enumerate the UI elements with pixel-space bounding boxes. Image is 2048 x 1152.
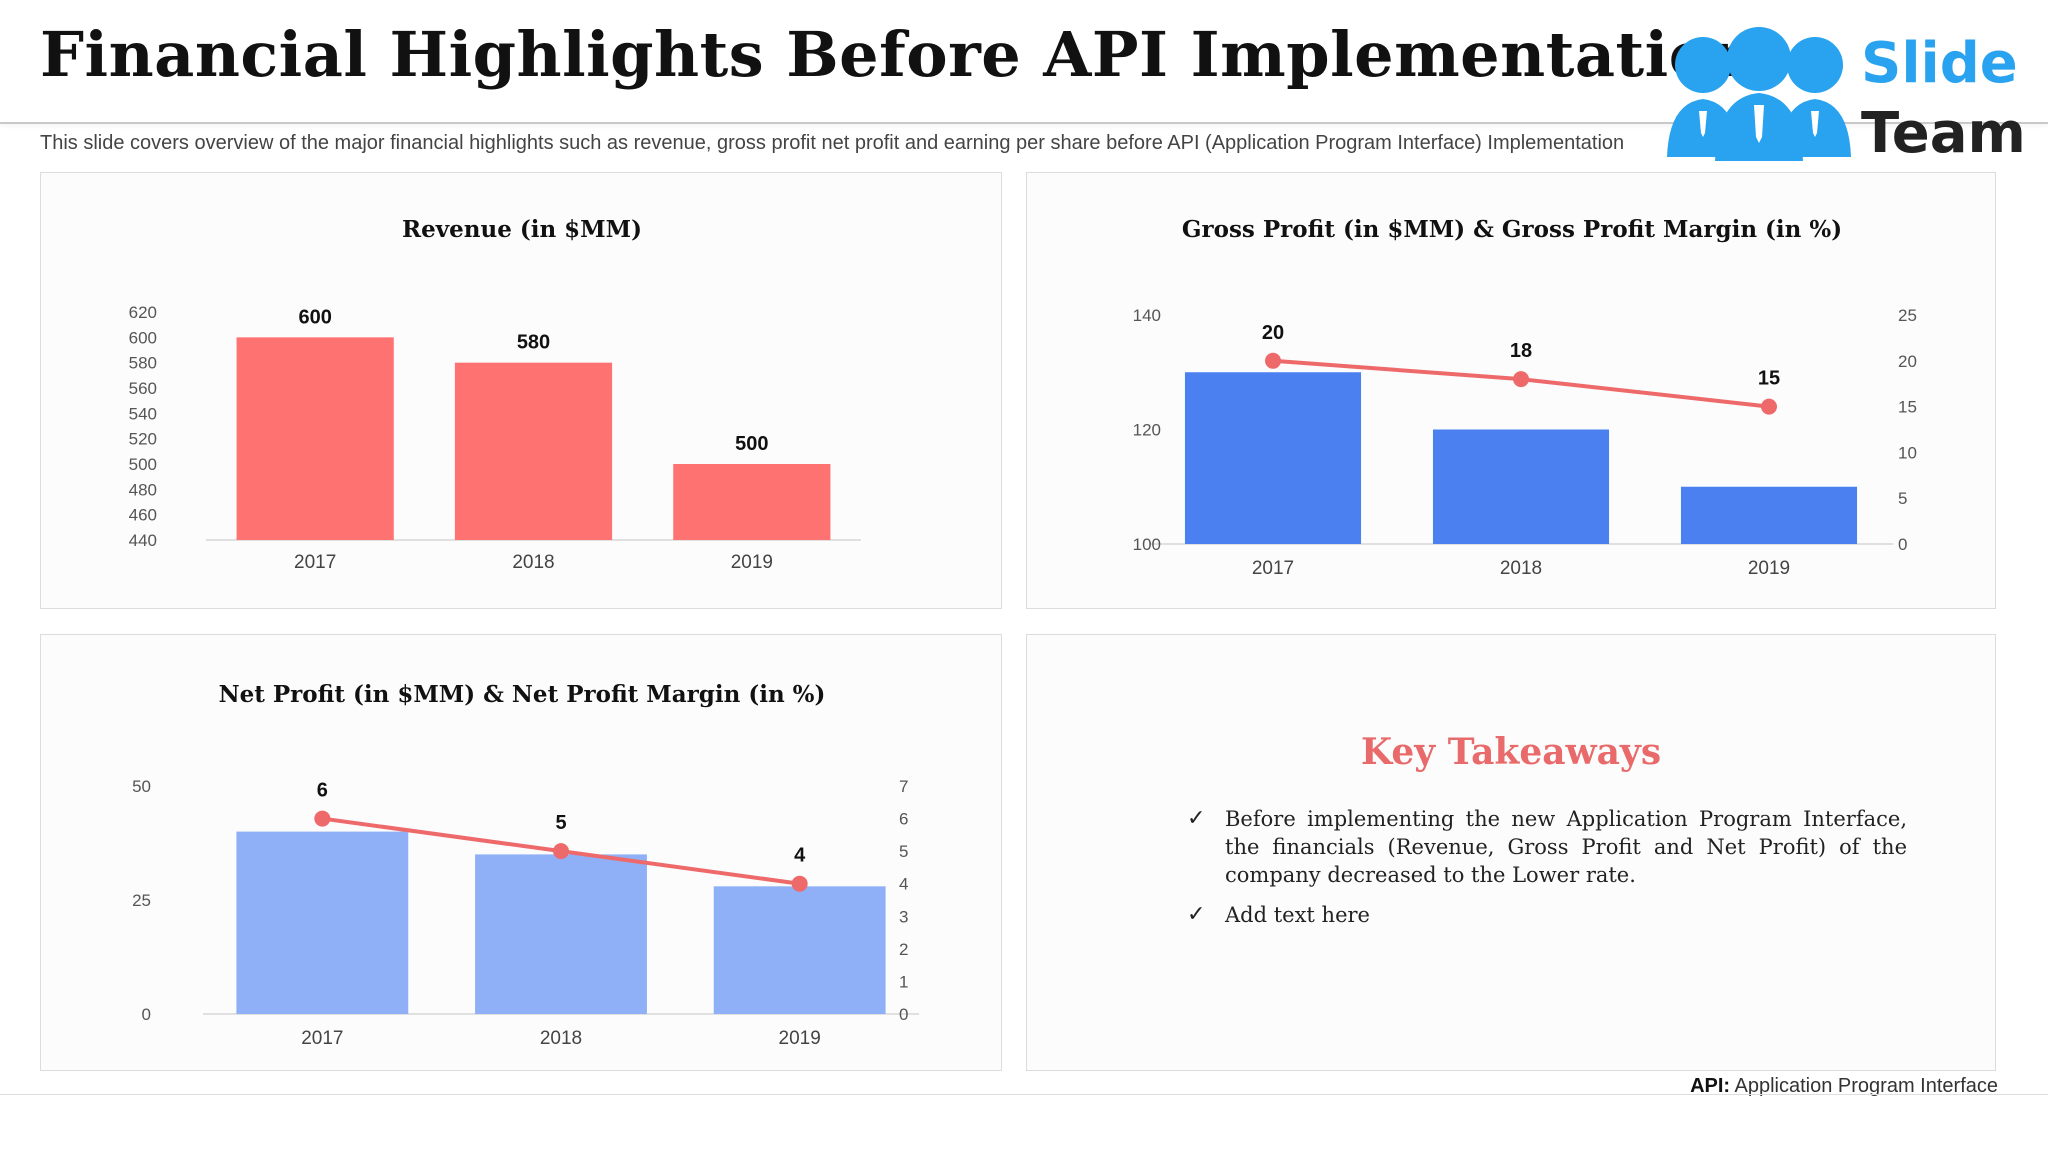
- footnote-text: Application Program Interface: [1734, 1075, 1998, 1097]
- bar: [673, 464, 831, 540]
- data-label: 5: [555, 812, 566, 834]
- gross-profit-chart: Gross Profit (in $MM) & Gross Profit Mar…: [1133, 216, 1917, 579]
- footnote-abbr: API:: [1690, 1075, 1731, 1097]
- key-takeaways-title: Key Takeaways: [1360, 731, 1662, 773]
- y2-tick-label: 7: [899, 777, 908, 796]
- bar: [236, 337, 394, 540]
- line-point: [314, 810, 331, 827]
- x-tick-label: 2019: [731, 552, 773, 573]
- y-tick-label: 500: [129, 455, 157, 474]
- line-point: [1761, 398, 1777, 415]
- net-profit-chart: Net Profit (in $MM) & Net Profit Margin …: [132, 681, 919, 1049]
- check-icon: ✓: [1187, 806, 1206, 831]
- data-label: 4: [794, 845, 806, 867]
- bar: [475, 854, 647, 1014]
- bottom-divider: [0, 1094, 2048, 1095]
- y-tick-label: 460: [129, 506, 157, 525]
- takeaway-text: Before implementing the new Application …: [1225, 807, 1907, 887]
- y2-tick-label: 25: [1898, 306, 1917, 325]
- gross-profit-chart-panel: Gross Profit (in $MM) & Gross Profit Mar…: [1026, 172, 1996, 609]
- title-divider: [0, 122, 2048, 124]
- takeaway-item: ✓ Add text here: [1187, 901, 1907, 929]
- line-point: [1265, 352, 1281, 369]
- x-tick-label: 2017: [1252, 558, 1294, 579]
- y-tick-label: 560: [129, 379, 157, 398]
- y2-tick-label: 1: [899, 972, 908, 991]
- y-tick-label: 480: [129, 480, 157, 499]
- y2-tick-label: 5: [899, 842, 908, 861]
- y2-tick-label: 0: [1898, 535, 1907, 554]
- footnote: API: Application Program Interface: [1690, 1075, 1998, 1098]
- y-tick-label: 580: [129, 354, 157, 373]
- x-tick-label: 2019: [1748, 558, 1790, 579]
- chart-title: Gross Profit (in $MM) & Gross Profit Mar…: [1182, 216, 1842, 243]
- x-tick-label: 2018: [540, 1028, 582, 1049]
- revenue-chart: Revenue (in $MM) 620 600 580 560 540 520 500 480…: [129, 216, 861, 573]
- bar: [236, 831, 409, 1014]
- x-tick-label: 2018: [1500, 558, 1542, 579]
- y-tick-label: 440: [129, 531, 157, 550]
- bar: [1432, 429, 1610, 544]
- logo-team-text: Team: [1861, 101, 2026, 166]
- logo-slide-text: Slide: [1861, 31, 2018, 96]
- y2-tick-label: 2: [899, 940, 908, 959]
- data-label: 6: [317, 780, 328, 802]
- data-label: 15: [1758, 368, 1780, 390]
- data-label: 600: [298, 306, 331, 328]
- x-tick-label: 2018: [512, 552, 554, 573]
- y-tick-label: 120: [1133, 421, 1161, 440]
- chart-title: Net Profit (in $MM) & Net Profit Margin …: [219, 681, 826, 708]
- x-tick-label: 2017: [301, 1028, 343, 1049]
- data-label: 20: [1262, 322, 1284, 344]
- x-tick-label: 2019: [779, 1028, 821, 1049]
- y2-tick-label: 10: [1898, 443, 1917, 462]
- line-point: [1513, 371, 1529, 388]
- y-tick-label: 520: [129, 430, 157, 449]
- y2-tick-label: 6: [899, 810, 908, 829]
- y-tick-label: 100: [1133, 535, 1161, 554]
- key-takeaways-panel: Key Takeaways ✓ Before implementing the …: [1026, 634, 1996, 1071]
- y2-tick-label: 4: [899, 875, 908, 894]
- page-title: Financial Highlights Before API Implemen…: [40, 18, 1757, 91]
- y-tick-label: 0: [142, 1005, 151, 1024]
- chart-title: Revenue (in $MM): [402, 216, 642, 243]
- x-tick-label: 2017: [294, 552, 336, 573]
- y-tick-label: 600: [129, 328, 157, 347]
- y2-tick-label: 15: [1898, 398, 1917, 417]
- revenue-chart-panel: Revenue (in $MM) 620 600 580 560 540 520 500 480…: [40, 172, 1002, 609]
- y-tick-label: 620: [129, 303, 157, 322]
- y2-tick-label: 20: [1898, 352, 1917, 371]
- slideteam-logo: Slide Team: [1665, 25, 2026, 166]
- y2-tick-label: 0: [899, 1005, 908, 1024]
- bar: [1184, 372, 1362, 544]
- y2-tick-label: 5: [1898, 489, 1907, 508]
- team-people-icon: [1667, 27, 1851, 161]
- takeaway-text: Add text here: [1225, 903, 1370, 927]
- y2-tick-label: 3: [899, 907, 908, 926]
- net-profit-chart-panel: Net Profit (in $MM) & Net Profit Margin …: [40, 634, 1002, 1071]
- y-tick-label: 140: [1133, 306, 1161, 325]
- line-point: [791, 875, 808, 892]
- page-subtitle: This slide covers overview of the major …: [40, 132, 1625, 154]
- takeaway-item: ✓ Before implementing the new Applicatio…: [1187, 805, 1907, 889]
- data-label: 18: [1510, 340, 1532, 362]
- bar: [454, 362, 613, 540]
- y-tick-label: 25: [132, 891, 151, 910]
- bar: [713, 886, 886, 1014]
- check-icon: ✓: [1187, 902, 1206, 927]
- y-tick-label: 50: [132, 777, 151, 796]
- bar: [1680, 486, 1858, 544]
- takeaways-list: ✓ Before implementing the new Applicatio…: [1187, 805, 1907, 941]
- y-tick-label: 540: [129, 404, 157, 423]
- data-label: 500: [735, 433, 768, 455]
- data-label: 580: [517, 332, 550, 354]
- line-point: [553, 843, 569, 860]
